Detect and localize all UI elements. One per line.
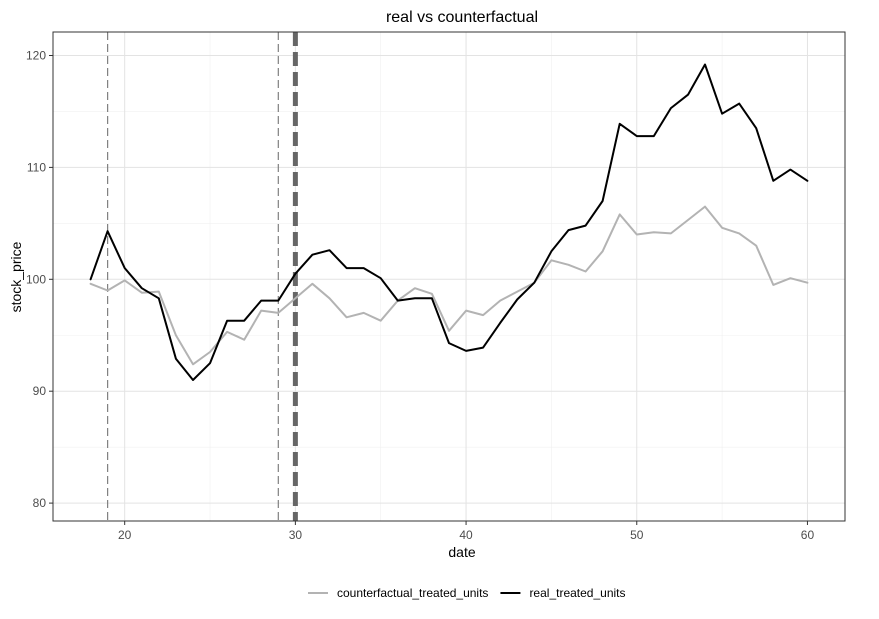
x-tick-label: 60 [801, 528, 815, 542]
y-axis-title: stock_price [8, 241, 24, 312]
y-axis-ticks: 80 90 100 110 120 [26, 48, 53, 510]
grid-lines [53, 32, 845, 521]
plot-panel [53, 32, 845, 521]
series-lines [89, 63, 809, 381]
x-axis-title: date [448, 544, 475, 560]
legend-label: counterfactual_treated_units [337, 586, 488, 600]
reference-lines [107, 32, 298, 521]
plot-border [52, 31, 846, 522]
y-tick-label: 120 [26, 48, 46, 62]
chart-title: real vs counterfactual [386, 9, 538, 26]
y-tick-label: 90 [33, 384, 47, 398]
x-tick-label: 50 [630, 528, 644, 542]
x-tick-label: 30 [289, 528, 303, 542]
legend: counterfactual_treated_units real_treated… [308, 586, 626, 600]
y-tick-label: 80 [33, 496, 47, 510]
x-tick-label: 40 [459, 528, 473, 542]
x-axis-ticks: 20 30 40 50 60 [118, 521, 814, 542]
series-line-counterfactual_treated_units [89, 205, 809, 366]
legend-label: real_treated_units [529, 586, 625, 600]
series-line-real_treated_units [89, 63, 809, 381]
y-tick-label: 100 [26, 272, 46, 286]
y-tick-label: 110 [27, 160, 46, 174]
x-tick-label: 20 [118, 528, 132, 542]
